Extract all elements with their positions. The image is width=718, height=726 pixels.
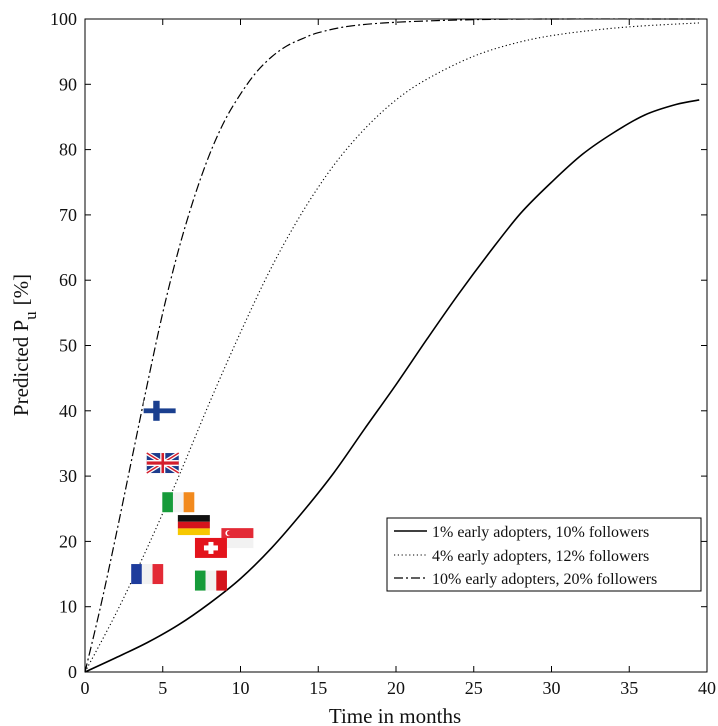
- germany-flag: [177, 515, 210, 536]
- france-flag: [131, 564, 164, 585]
- y-tick-label: 0: [68, 662, 77, 682]
- legend-label-series-1: 1% early adopters, 10% followers: [432, 524, 649, 541]
- y-tick-label: 80: [59, 140, 77, 160]
- y-tick-label: 30: [59, 466, 77, 486]
- x-axis-label: Time in months: [329, 704, 461, 726]
- x-tick-label: 25: [465, 678, 483, 698]
- y-tick-label: 60: [59, 270, 77, 290]
- x-tick-label: 0: [81, 678, 90, 698]
- switzerland-flag: [194, 537, 227, 558]
- y-axis-label-unit: [%]: [9, 274, 33, 305]
- legend-label-series-2: 4% early adopters, 12% followers: [432, 548, 649, 565]
- italy-flag: [194, 570, 227, 591]
- y-tick-label: 40: [59, 401, 77, 421]
- x-tick-label: 20: [387, 678, 405, 698]
- legend-box: [386, 517, 702, 592]
- finland-flag: [143, 400, 176, 421]
- x-tick-label: 30: [543, 678, 561, 698]
- x-tick-label: 40: [698, 678, 716, 698]
- y-axis-label: Predicted Pu [%]: [9, 274, 40, 416]
- x-tick-label: 10: [232, 678, 250, 698]
- y-tick-label: 10: [59, 597, 77, 617]
- legend: 1% early adopters, 10% followers 4% earl…: [386, 517, 702, 592]
- x-tick-label: 15: [309, 678, 327, 698]
- x-tick-label: 5: [158, 678, 167, 698]
- y-tick-label: 70: [59, 205, 77, 225]
- series-line-3: [84, 18, 700, 673]
- x-tick-label: 35: [620, 678, 638, 698]
- uk-flag: [145, 451, 180, 475]
- legend-label-series-3: 10% early adopters, 20% followers: [432, 571, 657, 588]
- y-tick-label: 20: [59, 531, 77, 551]
- singapore-flag: [221, 528, 254, 549]
- y-tick-label: 100: [50, 9, 77, 29]
- ireland-flag: [162, 492, 195, 513]
- y-axis-label-main: Predicted P: [9, 320, 33, 416]
- y-tick-label: 50: [59, 336, 77, 356]
- y-tick-label: 90: [59, 74, 77, 94]
- y-axis-label-subscript: u: [21, 311, 40, 320]
- series-line-1: [84, 99, 700, 673]
